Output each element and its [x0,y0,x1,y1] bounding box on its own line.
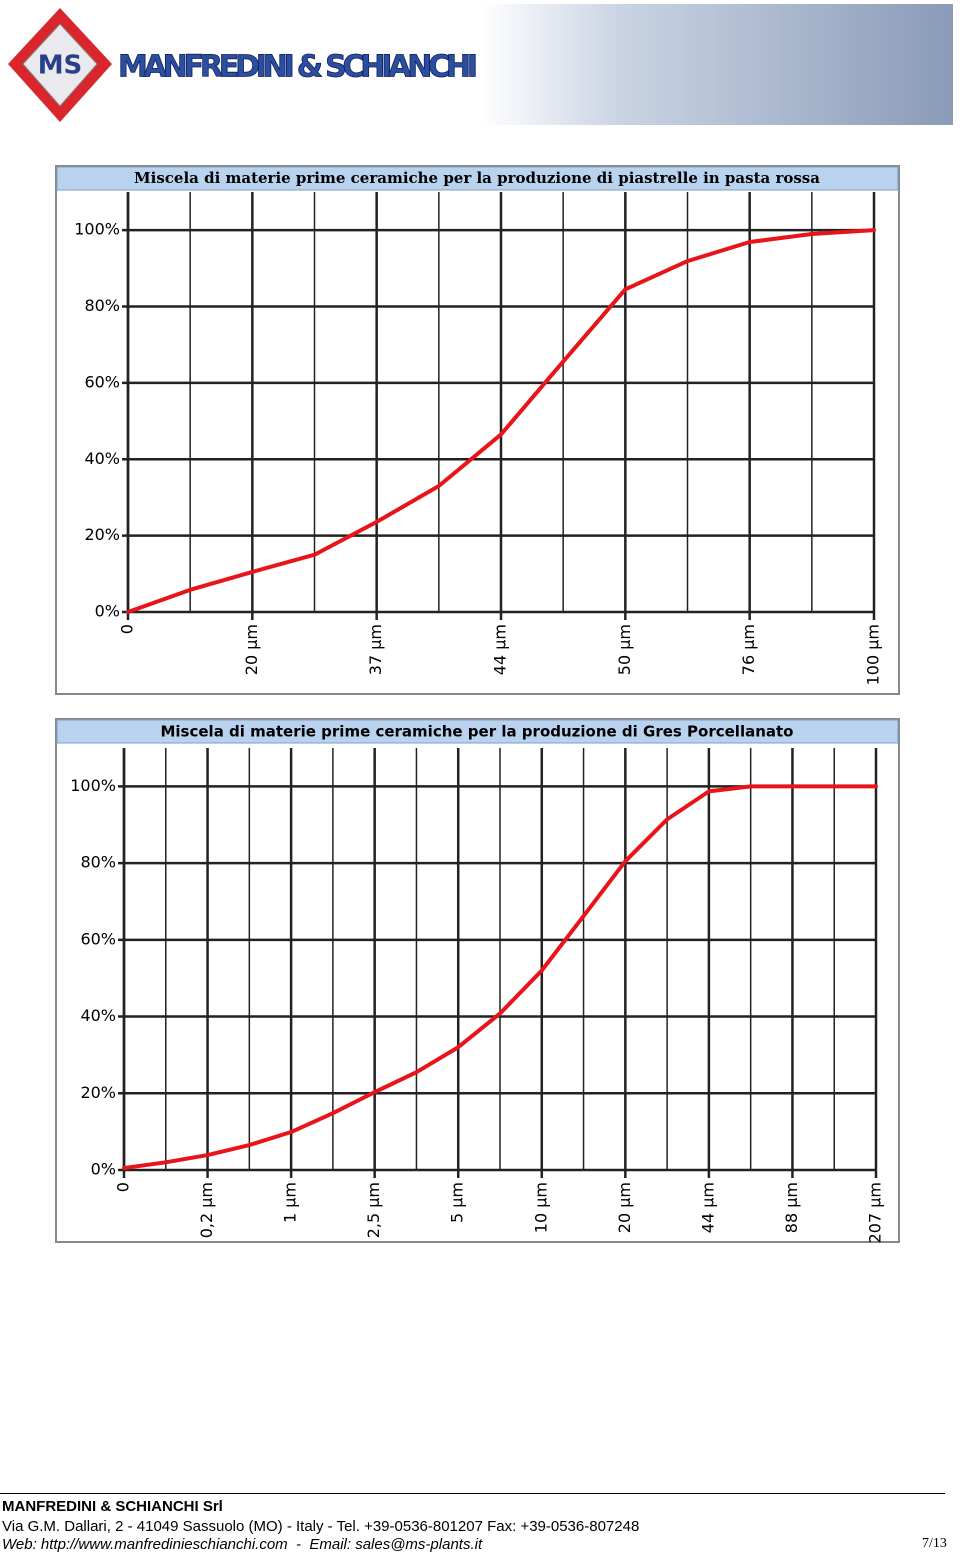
y-tick-label: 20% [84,525,120,544]
company-logo-text: MANFREDINI & SCHIANCHI [118,50,478,85]
y-tick-label: 80% [84,296,120,315]
x-tick-label: 100 µm [864,624,883,685]
x-tick-label: 10 µm [531,1182,550,1233]
y-tick-label: 100% [74,220,120,239]
header: MS MANFREDINI & SCHIANCHI [8,4,953,125]
footer-rule [0,1493,945,1494]
y-tick-label: 0% [91,1160,116,1179]
x-tick-label: 44 µm [491,624,510,675]
y-tick-label: 60% [84,372,120,391]
y-tick-label: 100% [70,776,116,795]
header-image [480,4,953,125]
chart-panel: Miscela di materie prime ceramiche per l… [55,718,900,1243]
x-tick-label: 76 µm [739,624,758,675]
title-bar [56,719,899,744]
y-tick-label: 60% [80,929,116,948]
x-tick-label: 207 µm [866,1182,885,1243]
chart-title: Miscela di materie prime ceramiche per l… [134,169,820,187]
chart-panel: Miscela di materie prime ceramiche per l… [55,165,900,695]
x-tick-label: 0 [114,1182,133,1192]
y-tick-label: 40% [84,449,120,468]
line-series [126,228,876,614]
x-tick-label: 88 µm [782,1182,801,1233]
x-tick-label: 2,5 µm [364,1182,383,1238]
logo-inner [22,23,98,107]
x-tick-label: 20 µm [615,1182,634,1233]
chart: Miscela di materie prime ceramiche per l… [55,718,900,1243]
x-tick-label: 0,2 µm [197,1182,216,1238]
x-tick-label: 5 µm [448,1182,467,1223]
page-number: 7/13 [922,1536,947,1551]
panel-frame [55,718,900,1243]
x-tick-label: 44 µm [698,1182,717,1233]
y-tick-label: 40% [80,1006,116,1025]
y-tick-label: 0% [95,602,120,621]
x-tick-label: 50 µm [615,624,634,675]
chart-title: Miscela di materie prime ceramiche per l… [160,723,793,741]
panel-frame [55,165,900,695]
title-bar [56,166,899,191]
y-tick-label: 20% [80,1083,116,1102]
line-series [122,784,878,1171]
x-tick-label: 1 µm [281,1182,300,1223]
x-tick-label: 20 µm [242,624,261,675]
footer-web: Web: http://www.manfredinieschianchi.com… [2,1536,483,1553]
footer-address: Via G.M. Dallari, 2 - 41049 Sassuolo (MO… [2,1518,640,1535]
x-tick-label: 37 µm [366,624,385,675]
chart: Miscela di materie prime ceramiche per l… [55,165,900,695]
x-tick-label: 0 [118,624,137,634]
footer-company: MANFREDINI & SCHIANCHI Srl [2,1498,223,1515]
y-tick-label: 80% [80,853,116,872]
logo-initials: MS [38,51,83,81]
